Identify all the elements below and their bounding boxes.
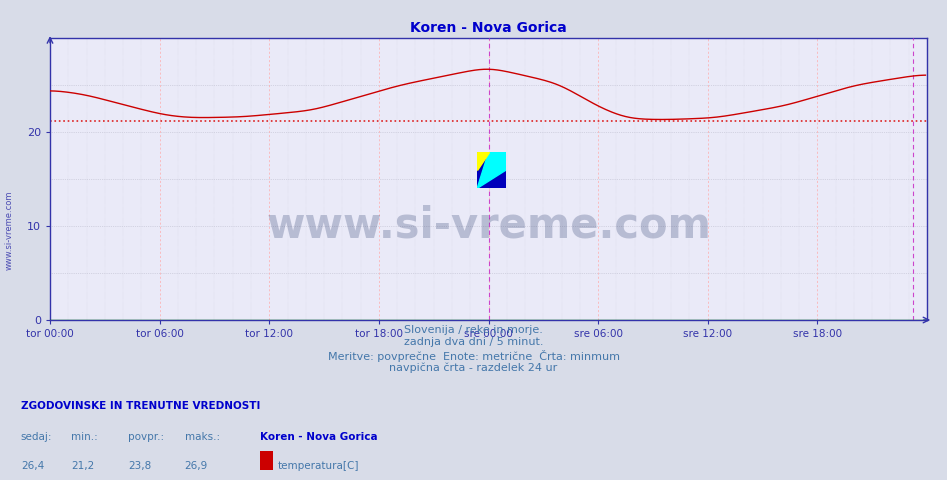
Text: www.si-vreme.com: www.si-vreme.com bbox=[5, 191, 14, 270]
Text: zadnja dva dni / 5 minut.: zadnja dva dni / 5 minut. bbox=[403, 337, 544, 348]
Text: Koren - Nova Gorica: Koren - Nova Gorica bbox=[260, 432, 378, 442]
Text: temperatura[C]: temperatura[C] bbox=[277, 461, 359, 471]
Text: 26,9: 26,9 bbox=[185, 461, 208, 471]
Polygon shape bbox=[477, 153, 506, 188]
Text: maks.:: maks.: bbox=[185, 432, 220, 442]
Text: povpr.:: povpr.: bbox=[128, 432, 164, 442]
Polygon shape bbox=[477, 153, 506, 188]
Text: www.si-vreme.com: www.si-vreme.com bbox=[266, 205, 711, 247]
Text: 23,8: 23,8 bbox=[128, 461, 152, 471]
Polygon shape bbox=[477, 153, 489, 170]
Text: Slovenija / reke in morje.: Slovenija / reke in morje. bbox=[404, 325, 543, 335]
Title: Koren - Nova Gorica: Koren - Nova Gorica bbox=[410, 22, 567, 36]
Text: min.:: min.: bbox=[71, 432, 98, 442]
Text: ZGODOVINSKE IN TRENUTNE VREDNOSTI: ZGODOVINSKE IN TRENUTNE VREDNOSTI bbox=[21, 401, 260, 411]
Text: sedaj:: sedaj: bbox=[21, 432, 52, 442]
Text: 21,2: 21,2 bbox=[71, 461, 95, 471]
Text: navpična črta - razdelek 24 ur: navpična črta - razdelek 24 ur bbox=[389, 363, 558, 373]
Text: 26,4: 26,4 bbox=[21, 461, 45, 471]
Text: Meritve: povprečne  Enote: metrične  Črta: minmum: Meritve: povprečne Enote: metrične Črta:… bbox=[328, 350, 619, 362]
